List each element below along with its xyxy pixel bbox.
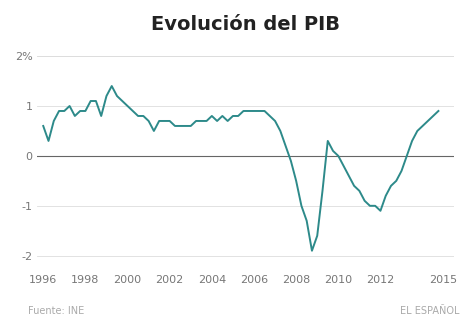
Text: Fuente: INE: Fuente: INE	[28, 306, 85, 316]
Title: Evolución del PIB: Evolución del PIB	[151, 15, 340, 34]
Text: EL ESPAÑOL: EL ESPAÑOL	[400, 306, 460, 316]
